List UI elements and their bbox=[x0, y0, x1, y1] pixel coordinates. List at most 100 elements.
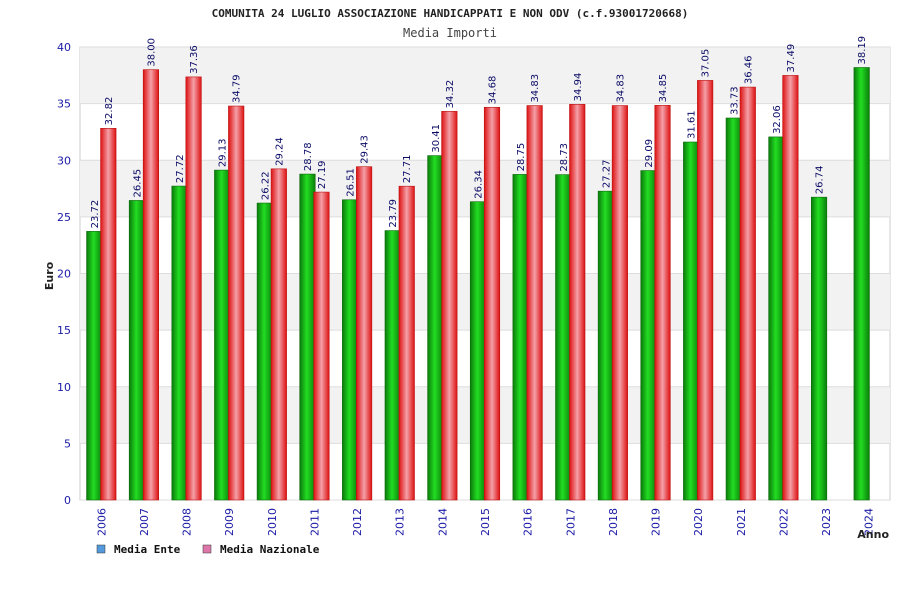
data-label-media-ente-2024: 38.19 bbox=[857, 36, 868, 65]
data-label-media-ente-2022: 32.06 bbox=[772, 105, 783, 134]
bar-media-nazionale-2011 bbox=[313, 191, 330, 501]
x-tick-label: 2021 bbox=[735, 508, 748, 536]
data-label-media-ente-2018: 27.27 bbox=[601, 160, 612, 189]
data-label-media-nazionale-2016: 34.83 bbox=[530, 74, 541, 103]
data-label-media-ente-2009: 29.13 bbox=[218, 138, 229, 167]
chart-subtitle: Media Importi bbox=[403, 26, 497, 40]
bar-media-ente-2010 bbox=[256, 202, 273, 501]
y-tick-label: 0 bbox=[64, 494, 71, 507]
y-tick-label: 5 bbox=[64, 437, 71, 450]
bar-media-nazionale-2014 bbox=[441, 111, 458, 501]
data-label-media-nazionale-2020: 37.05 bbox=[701, 49, 712, 78]
bar-media-nazionale-2015 bbox=[483, 106, 501, 501]
y-tick-label: 10 bbox=[57, 381, 71, 394]
bar-media-nazionale-2009 bbox=[228, 105, 245, 501]
x-tick-label: 2006 bbox=[95, 508, 108, 536]
x-tick-label: 2009 bbox=[223, 508, 236, 536]
bar-media-nazionale-2008 bbox=[185, 76, 202, 501]
data-label-media-nazionale-2007: 38.00 bbox=[146, 38, 157, 67]
bar-media-ente-2020 bbox=[683, 141, 700, 501]
bar-media-nazionale-2020 bbox=[697, 80, 714, 501]
bar-media-ente-2021 bbox=[725, 117, 742, 501]
data-label-media-nazionale-2010: 29.24 bbox=[274, 137, 285, 166]
bar-media-ente-2019 bbox=[640, 170, 657, 501]
y-axis-ticks: 0 5 10 15 20 25 30 35 40 bbox=[57, 41, 71, 507]
x-tick-label: 2020 bbox=[692, 508, 705, 536]
bar-media-nazionale-2018 bbox=[611, 105, 628, 501]
legend: Media Ente Media Nazionale bbox=[96, 543, 320, 556]
bar-media-nazionale-2022 bbox=[782, 75, 799, 501]
data-label-media-nazionale-2009: 34.79 bbox=[232, 74, 243, 103]
data-label-media-nazionale-2021: 36.46 bbox=[743, 55, 754, 84]
y-axis-label: Euro bbox=[43, 261, 56, 290]
bar-media-nazionale-2017 bbox=[569, 104, 586, 501]
data-label-media-ente-2019: 29.09 bbox=[644, 139, 655, 168]
x-tick-label: 2013 bbox=[394, 508, 407, 536]
x-tick-label: 2010 bbox=[266, 508, 279, 536]
bar-media-ente-2009 bbox=[214, 169, 231, 501]
bar-media-ente-2008 bbox=[171, 185, 188, 501]
bar-media-nazionale-2016 bbox=[526, 105, 543, 501]
bar-media-ente-2016 bbox=[512, 174, 529, 501]
bar-media-ente-2022 bbox=[768, 136, 785, 501]
data-label-media-ente-2016: 28.75 bbox=[516, 143, 527, 172]
data-label-media-ente-2020: 31.61 bbox=[687, 110, 698, 139]
data-label-media-ente-2023: 26.74 bbox=[815, 166, 826, 195]
data-label-media-ente-2007: 26.45 bbox=[132, 169, 143, 198]
bar-media-ente-2015 bbox=[469, 201, 487, 501]
bar-media-ente-2006 bbox=[86, 231, 103, 501]
data-label-media-nazionale-2018: 34.83 bbox=[615, 74, 626, 103]
legend-swatch-media-nazionale bbox=[202, 544, 212, 554]
x-tick-label: 2012 bbox=[351, 508, 364, 536]
legend-label-media-nazionale: Media Nazionale bbox=[220, 543, 320, 556]
x-tick-label: 2008 bbox=[181, 508, 194, 536]
y-tick-label: 25 bbox=[57, 211, 71, 224]
x-tick-label: 2007 bbox=[138, 508, 151, 536]
bar-media-nazionale-2012 bbox=[356, 166, 373, 501]
x-axis-label: Anno bbox=[857, 528, 889, 541]
data-label-media-ente-2017: 28.73 bbox=[559, 143, 570, 172]
bar-media-ente-2013 bbox=[384, 230, 401, 501]
x-tick-label: 2017 bbox=[564, 508, 577, 536]
data-label-media-ente-2008: 27.72 bbox=[175, 154, 186, 183]
data-label-media-nazionale-2022: 37.49 bbox=[786, 44, 797, 73]
data-label-media-ente-2010: 26.22 bbox=[260, 171, 271, 200]
data-labels: 23.72 26.45 27.72 29.13 26.22 28.78 26.51 23.79… bbox=[90, 36, 868, 229]
bar-media-nazionale-2019 bbox=[654, 105, 671, 501]
bar-media-ente-2007 bbox=[128, 200, 145, 501]
bar-media-nazionale-2021 bbox=[739, 86, 756, 501]
data-label-media-nazionale-2008: 37.36 bbox=[189, 45, 200, 74]
bar-media-nazionale-2010 bbox=[270, 168, 287, 501]
data-label-media-ente-2014: 30.41 bbox=[431, 124, 442, 153]
data-label-media-nazionale-2017: 34.94 bbox=[573, 73, 584, 102]
x-tick-label: 2022 bbox=[777, 508, 790, 536]
x-tick-label: 2015 bbox=[479, 508, 492, 536]
data-label-media-nazionale-2012: 29.43 bbox=[360, 135, 371, 164]
data-label-media-ente-2021: 33.73 bbox=[729, 86, 740, 115]
x-tick-label: 2019 bbox=[650, 508, 663, 536]
bar-media-nazionale-2006 bbox=[100, 128, 117, 501]
x-tick-label: 2018 bbox=[607, 508, 620, 536]
y-tick-label: 20 bbox=[57, 268, 71, 281]
data-label-media-nazionale-2014: 34.32 bbox=[445, 80, 456, 109]
data-label-media-nazionale-2015: 34.68 bbox=[488, 76, 499, 105]
y-tick-label: 35 bbox=[57, 98, 71, 111]
data-label-media-nazionale-2013: 27.71 bbox=[402, 155, 413, 184]
bar-media-nazionale-2007 bbox=[142, 69, 159, 501]
x-tick-label: 2014 bbox=[436, 508, 449, 536]
bar-media-ente-2017 bbox=[555, 174, 572, 501]
x-tick-label: 2023 bbox=[820, 508, 833, 536]
x-tick-label: 2011 bbox=[308, 508, 321, 536]
data-label-media-nazionale-2011: 27.19 bbox=[317, 160, 328, 189]
chart-title: COMUNITA 24 LUGLIO ASSOCIAZIONE HANDICAP… bbox=[212, 7, 689, 20]
data-label-media-nazionale-2019: 34.85 bbox=[658, 74, 669, 103]
y-tick-label: 40 bbox=[57, 41, 71, 54]
bar-media-ente-2014 bbox=[427, 155, 444, 501]
x-axis-ticks: 2006 2007 2008 2009 2010 2011 2012 2013 2014 2015… bbox=[95, 508, 875, 536]
x-tick-label: 2016 bbox=[522, 508, 535, 536]
bar-media-ente-2011 bbox=[299, 173, 316, 501]
data-label-media-ente-2006: 23.72 bbox=[90, 200, 101, 229]
bar-media-nazionale-2013 bbox=[398, 185, 415, 501]
bars bbox=[86, 67, 870, 501]
